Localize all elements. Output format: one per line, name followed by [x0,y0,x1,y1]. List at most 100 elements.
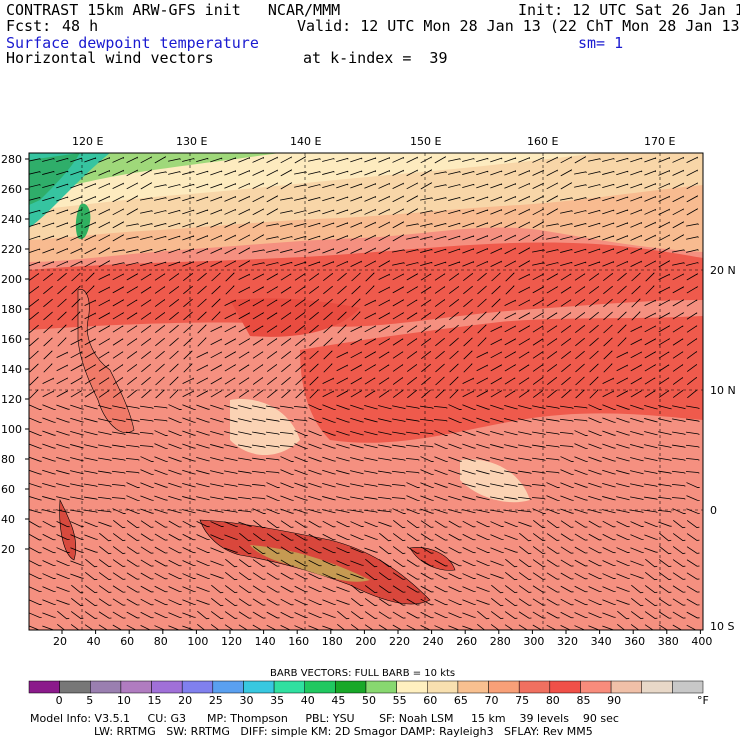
wind-barb [476,430,490,436]
wind-barb [308,430,322,436]
wind-barb [518,457,532,461]
x-tick-label: 200 [355,635,376,648]
wind-barb [616,599,630,605]
wind-barb [462,509,476,514]
wind-barb [154,430,168,436]
wind-barb [685,444,700,448]
wind-barb [308,586,322,593]
wind-barb [42,170,55,175]
wind-barb [336,417,350,423]
wind-barb [378,247,391,255]
wind-barb [630,470,644,475]
wind-barb [364,390,376,398]
wind-barb [211,272,221,282]
wind-barb [224,444,238,449]
wind-barb [477,311,487,321]
color-bar-tick-label: 60 [423,694,437,707]
wind-barb [477,337,487,347]
wind-barb [630,547,644,553]
wind-barb [140,533,154,541]
wind-barb [336,534,350,541]
wind-barb [224,208,236,215]
wind-barb [490,430,504,436]
wind-barb [574,559,588,567]
wind-barb [112,156,124,163]
wind-barb [490,377,503,385]
wind-barb [686,273,699,281]
wind-barb [280,338,292,346]
wind-barb [532,390,544,398]
wind-barb [644,598,658,606]
wind-barb [42,430,56,436]
wind-barb [224,325,237,333]
wind-barb [98,390,110,398]
wind-barb [449,337,459,347]
wind-barb [631,584,644,594]
wind-barb [602,196,615,202]
wind-barb [322,496,336,501]
wind-barb [140,261,153,267]
wind-barb [462,469,476,475]
philippines-landmass [77,289,135,433]
wind-barb [182,404,196,410]
wind-barb [560,312,572,320]
wind-barb [504,390,516,398]
wind-barb [658,405,672,410]
wind-barb [672,299,685,307]
wind-barb [364,598,378,606]
wind-barb [616,351,628,358]
wind-barb [126,223,139,227]
wind-barb [112,262,125,266]
plot-title: CONTRAST 15km ARW-GFS init NCAR/MMM [6,1,341,19]
wind-barb [197,272,207,282]
wind-barb [238,286,251,294]
wind-barb [294,184,307,188]
wind-barb [279,418,294,422]
wind-barb [168,482,182,488]
wind-barb [280,520,294,528]
wind-barb [98,611,112,619]
wind-barb [631,272,641,282]
wind-barb [182,612,196,618]
wind-barb [42,443,56,449]
wind-barb [490,260,502,267]
wind-barb [183,298,193,308]
wind-barb [588,508,602,514]
wind-barb [630,496,644,501]
wind-barb [196,456,210,462]
wind-barb [238,299,251,307]
wind-barb [97,496,112,500]
wind-barb [448,508,462,514]
wind-barb [29,456,42,462]
wind-barb [575,389,585,399]
wind-barb [211,584,224,594]
wind-barb [490,417,504,423]
wind-barb [406,611,420,619]
color-bar-swatch [181,680,214,694]
wind-barb [71,584,84,594]
wind-barb [658,286,671,294]
wind-barb [546,351,558,359]
wind-barb [518,611,532,619]
wind-barb [546,520,560,528]
wind-barb [224,483,238,487]
wind-barb [351,311,361,321]
wind-barb [378,312,391,320]
wind-barb [448,196,461,201]
wind-barb [644,247,657,255]
wind-barb [588,586,602,593]
wind-barb [686,546,700,554]
wind-barb [196,351,208,358]
wind-barb [462,158,475,162]
wind-barb [224,457,238,462]
wind-barb [70,196,83,202]
wind-barb [504,534,518,540]
color-bar-swatch [90,680,122,694]
wind-barb [504,247,517,255]
wind-barb [435,337,445,347]
dewpoint-field [29,153,703,630]
wind-barb [336,573,350,579]
wind-barb [295,350,305,360]
wind-barb [168,599,182,605]
